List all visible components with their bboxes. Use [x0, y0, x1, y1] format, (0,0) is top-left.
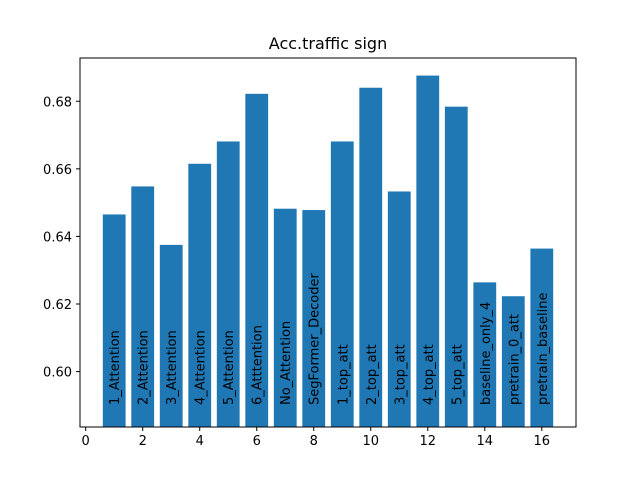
y-tick-label: 0.66	[43, 163, 72, 178]
x-tick-label: 8	[310, 434, 318, 449]
y-tick-label: 0.60	[43, 366, 72, 381]
bar-label: 2_top_att	[365, 344, 380, 405]
y-axis: 0.60 0.62 0.64 0.66 0.68	[43, 95, 80, 381]
bar	[302, 210, 326, 427]
bar	[473, 282, 497, 427]
bar-label: 5_Attention	[222, 330, 237, 405]
bar-label: 1_top_att	[336, 344, 351, 405]
x-tick-label: 4	[196, 434, 204, 449]
bar	[330, 141, 354, 427]
bar-label: baseline_only_4	[479, 302, 494, 405]
chart-title: Acc.traffic sign	[269, 34, 387, 53]
x-tick-label: 0	[82, 434, 90, 449]
bar	[188, 163, 212, 427]
bar	[387, 191, 411, 427]
x-tick-label: 10	[362, 434, 379, 449]
y-tick-label: 0.62	[43, 298, 72, 313]
bar-label: SegFormer_Decoder	[308, 273, 323, 405]
bar-label: 1_Attention	[108, 330, 123, 405]
bar	[530, 248, 554, 427]
bar-label: pretrain_baseline	[536, 292, 551, 405]
bar	[359, 87, 383, 427]
x-tick-label: 16	[534, 434, 551, 449]
bar-label: 4_top_att	[422, 344, 437, 405]
bar	[245, 93, 269, 428]
x-tick-label: 6	[253, 434, 261, 449]
bar-label: pretrain_0_att	[507, 314, 522, 405]
plot-area: 1_Attention 2_Attention 3_Attention 4_Atten…	[43, 57, 577, 449]
bar-label: 2_Attention	[137, 330, 152, 405]
y-tick-label: 0.64	[43, 230, 72, 245]
plot-background	[80, 58, 576, 427]
x-tick-label: 12	[419, 434, 436, 449]
bar-label: 4_Attention	[194, 330, 209, 405]
bar	[216, 141, 240, 427]
x-axis: 0 2 4 6 8 10 12 14 16	[82, 427, 551, 449]
bars	[102, 75, 554, 428]
plot-frame	[79, 57, 577, 428]
bar-label: 3_top_att	[393, 344, 408, 405]
bar	[273, 208, 297, 427]
bar-labels: 1_Attention 2_Attention 3_Attention 4_Atten…	[108, 273, 551, 405]
bar-label: 6_Atttention	[251, 325, 266, 405]
bar-label: 3_Attention	[165, 330, 180, 405]
bar	[131, 186, 155, 427]
bar-label: 5_top_att	[450, 344, 465, 405]
x-tick-label: 14	[477, 434, 494, 449]
bar	[501, 296, 525, 427]
bar	[102, 214, 126, 427]
x-tick-label: 2	[139, 434, 147, 449]
y-tick-label: 0.68	[43, 95, 72, 110]
bar	[444, 106, 468, 428]
bar	[159, 244, 183, 427]
bar-label: No_Attention	[279, 321, 294, 405]
bar	[416, 75, 440, 428]
